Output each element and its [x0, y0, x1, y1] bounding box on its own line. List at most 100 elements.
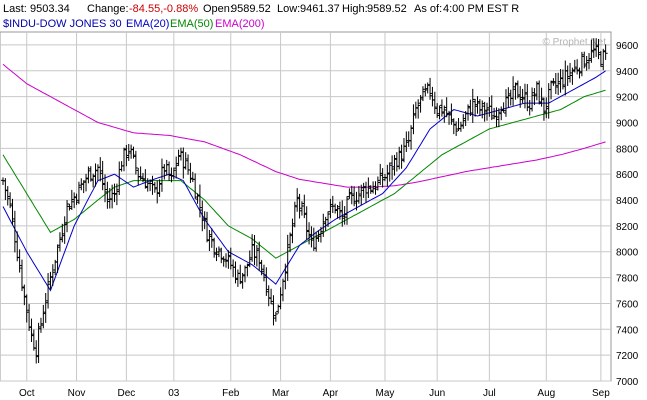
- price-bar: [103, 174, 108, 203]
- price-bar: [200, 200, 205, 232]
- price-bar: [226, 250, 231, 269]
- price-bar: [74, 193, 79, 205]
- y-axis: 7000 7200 7400 7600 7800 8000 8200 8400 8600 8800…: [616, 41, 639, 388]
- price-bar: [140, 172, 145, 183]
- price-bar: [148, 179, 153, 192]
- price-bar: [572, 59, 577, 73]
- x-tick-label: Aug: [537, 388, 555, 399]
- price-bar: [475, 96, 480, 114]
- price-bar: [238, 264, 243, 285]
- y-tick-label: 8000: [616, 248, 639, 259]
- price-bar: [359, 184, 364, 206]
- price-bars: [1, 38, 608, 364]
- price-bar: [181, 147, 186, 179]
- price-bar: [352, 186, 357, 207]
- price-bar: [473, 98, 478, 117]
- price-bar: [285, 234, 290, 281]
- price-bar: [420, 86, 425, 102]
- price-bar: [451, 118, 456, 135]
- ema20-line-group: [2, 70, 606, 292]
- y-tick-label: 8800: [616, 144, 639, 155]
- price-bar: [131, 146, 136, 159]
- plot-area: [0, 31, 612, 382]
- price-bar: [81, 180, 86, 194]
- price-bar: [565, 65, 570, 87]
- y-tick-label: 8600: [616, 170, 639, 181]
- price-bar: [601, 48, 606, 71]
- price-bar: [65, 199, 70, 233]
- price-bar: [537, 80, 542, 105]
- price-bar: [326, 211, 331, 227]
- price-bar: [288, 232, 293, 253]
- price-bar: [399, 144, 404, 169]
- price-bar: [470, 88, 475, 123]
- price-bar: [209, 228, 214, 248]
- y-tick-label: 7000: [616, 377, 639, 388]
- price-bar: [195, 193, 200, 204]
- price-bar: [532, 88, 537, 106]
- legend-symbol: $INDU-DOW JONES 30: [3, 18, 122, 30]
- y-tick-label: 7800: [616, 274, 639, 285]
- y-tick-label: 9000: [616, 118, 639, 129]
- change-label: Change:: [87, 3, 129, 15]
- price-bar: [461, 114, 466, 129]
- price-bar: [114, 183, 119, 206]
- price-bar: [587, 53, 592, 70]
- price-bar: [361, 182, 366, 198]
- price-bar: [480, 100, 485, 119]
- price-bar: [98, 157, 103, 182]
- price-bar: [266, 285, 271, 307]
- price-bar: [366, 177, 371, 199]
- price-bar: [539, 87, 544, 107]
- price-bar: [143, 169, 148, 189]
- price-bar: [449, 103, 454, 125]
- price-bar: [169, 167, 174, 183]
- price-bar: [46, 273, 51, 309]
- open-value: 9589.52: [231, 3, 271, 15]
- price-bar: [356, 185, 361, 204]
- watermark: © Prophet.Net: [542, 37, 606, 48]
- price-bar: [105, 181, 110, 209]
- price-bar: [245, 263, 250, 277]
- price-bar: [432, 91, 437, 114]
- price-bar: [171, 167, 176, 180]
- price-bar: [167, 161, 172, 181]
- price-bar: [297, 193, 302, 219]
- price-bar: [368, 185, 373, 194]
- price-bar: [375, 176, 380, 191]
- price-bar: [598, 51, 603, 67]
- open-label: Open:: [203, 3, 233, 15]
- price-bar: [454, 121, 459, 137]
- last-label: Last:: [3, 3, 27, 15]
- price-bar: [447, 110, 452, 125]
- price-bar: [349, 185, 354, 205]
- x-tick-label: Jul: [483, 388, 496, 399]
- price-bar: [596, 38, 601, 60]
- price-bar: [304, 206, 309, 240]
- price-bar: [197, 184, 202, 218]
- price-bar: [309, 226, 314, 248]
- price-bar: [41, 304, 46, 329]
- high-value: 9589.52: [367, 3, 407, 15]
- price-bar: [254, 244, 259, 267]
- price-bar: [261, 264, 266, 282]
- price-bar: [435, 103, 440, 118]
- price-bar: [174, 156, 179, 179]
- price-bar: [295, 188, 300, 212]
- price-bar: [126, 143, 131, 161]
- price-bar: [100, 160, 105, 191]
- price-bar: [271, 295, 276, 326]
- price-bar: [418, 95, 423, 113]
- price-bar: [247, 250, 252, 268]
- price-bar: [378, 163, 383, 186]
- y-tick-label: 8200: [616, 222, 639, 233]
- price-bar: [582, 51, 587, 69]
- price-bar: [57, 232, 62, 252]
- price-bar: [530, 87, 535, 112]
- price-bar: [112, 183, 117, 203]
- price-bar: [8, 192, 13, 209]
- price-bar: [390, 155, 395, 180]
- price-bar: [411, 104, 416, 135]
- price-bar: [193, 173, 198, 199]
- x-tick-label: Oct: [19, 388, 35, 399]
